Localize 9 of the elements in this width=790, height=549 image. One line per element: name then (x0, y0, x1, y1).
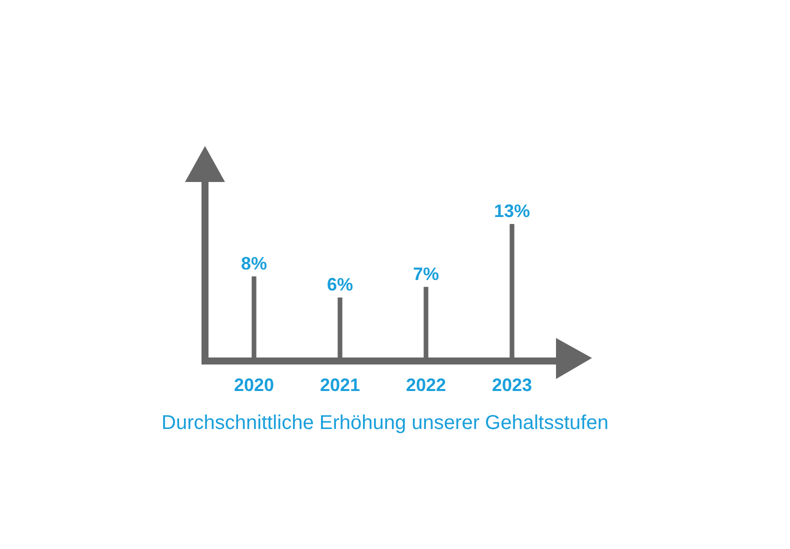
x-tick-label: 2022 (406, 374, 446, 395)
data-label: 6% (326, 274, 354, 295)
data-label: 7% (412, 264, 440, 284)
x-tick-label: 2021 (320, 374, 360, 395)
text: Durchschnittliche Erhöhung unserer Gehaltsstufen (160, 412, 610, 435)
data-label: 13% (494, 200, 530, 221)
data-label: 8% (240, 254, 268, 274)
x-tick-label: 2020 (234, 374, 274, 395)
x-tick-label: 2023 (492, 374, 532, 395)
